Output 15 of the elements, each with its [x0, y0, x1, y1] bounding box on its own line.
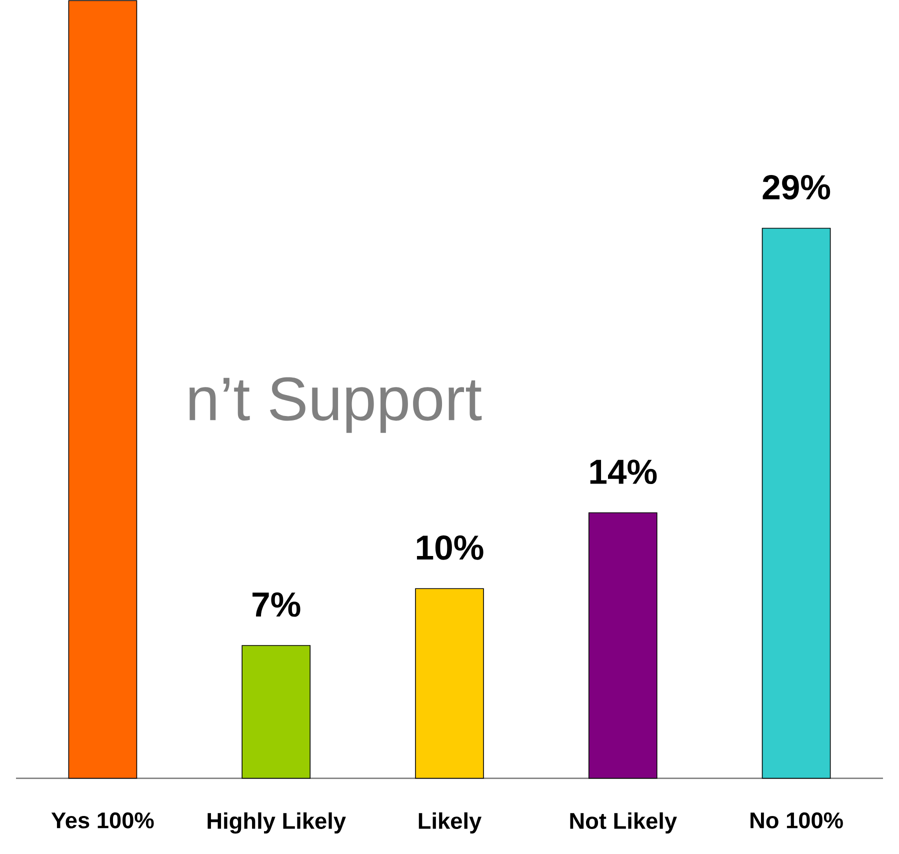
bar — [415, 588, 484, 779]
bar — [242, 644, 311, 779]
data-label: 7% — [252, 592, 300, 617]
bar — [762, 228, 831, 779]
x-tick-label: Highly Likely — [208, 812, 346, 834]
annotation: n’t Support — [190, 377, 482, 433]
data-label: 10% — [416, 535, 484, 560]
data-label: 29% — [762, 174, 830, 200]
bar — [588, 512, 658, 779]
x-tick-label: Likely — [418, 812, 482, 834]
x-tick-label: Not Likely — [570, 812, 677, 834]
x-tick-label: No 100% — [750, 812, 843, 828]
data-label: 14% — [590, 459, 657, 484]
bar — [68, 0, 138, 779]
x-tick-label: Yes 100% — [51, 812, 154, 828]
